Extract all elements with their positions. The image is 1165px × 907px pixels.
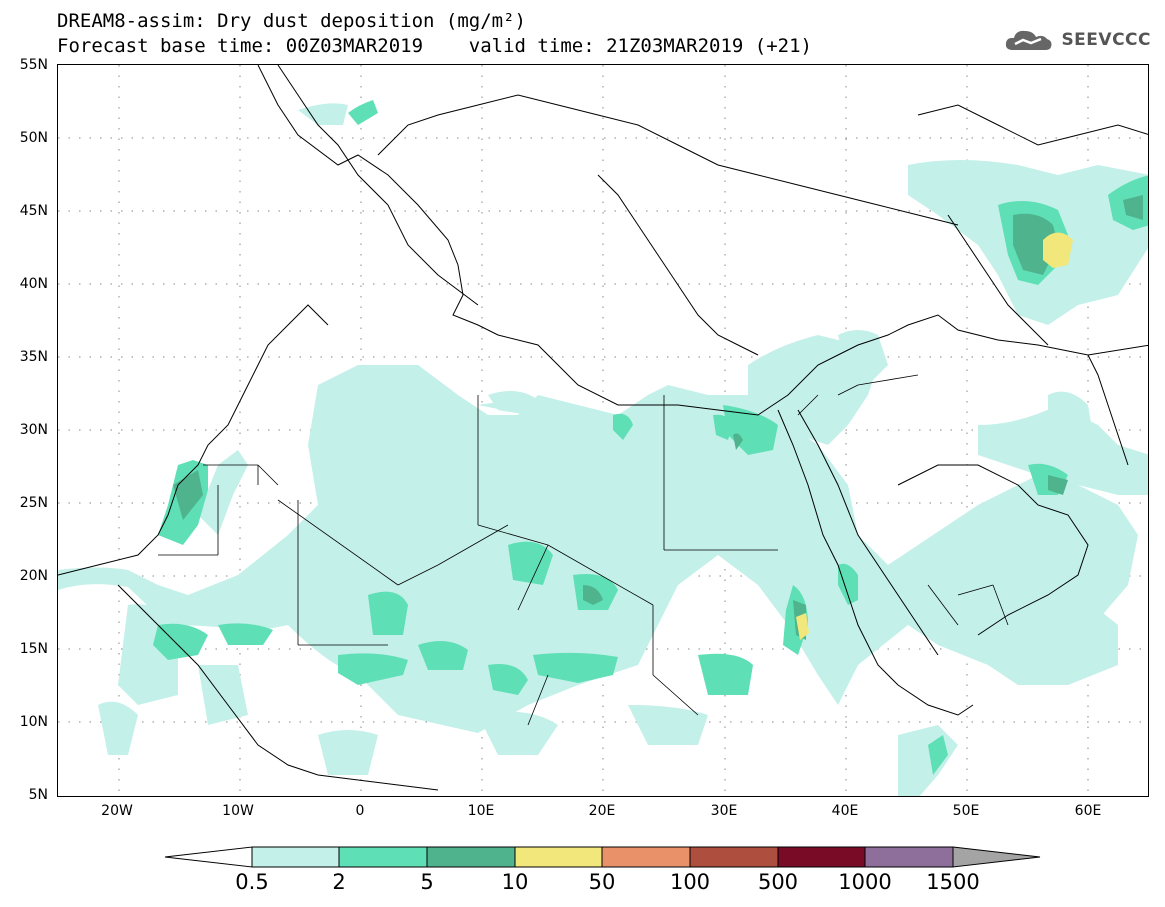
colorbar-over-triangle [952,846,1041,868]
colorbar-segment [777,846,866,868]
colorbar-label: 100 [669,870,711,894]
colorbar-segment [689,846,779,868]
seevccc-logo: SEEVCCC [1003,25,1151,55]
lat-label: 10N [19,714,48,730]
lat-label: 5N [28,787,48,803]
map-panel [57,64,1149,797]
lon-label: 20E [588,803,616,819]
lat-label: 15N [19,641,48,657]
colorbar-label: 500 [757,870,799,894]
deposition-level-10 [796,232,1073,640]
lat-label: 50N [19,130,48,146]
colorbar-label: 1500 [926,870,980,894]
legend-colorbar [160,840,1050,880]
lat-label: 45N [19,203,48,219]
colorbar-label: 1000 [838,870,892,894]
colorbar-segment [338,846,428,868]
lat-label: 35N [19,349,48,365]
colorbar-under-triangle [164,846,253,868]
chart-title: DREAM8-assim: Dry dust deposition (mg/m²… [57,10,526,32]
colorbar-label: 5 [420,870,434,894]
cloud-icon [1006,30,1052,50]
deposition-level-0.5 [58,103,1148,796]
lat-label: 55N [19,57,48,73]
lon-label: 40E [831,803,859,819]
lat-label: 20N [19,568,48,584]
lat-label: 30N [19,422,48,438]
logo-text: SEEVCCC [1061,30,1151,50]
colorbar-label: 2 [332,870,346,894]
lon-label: 10W [222,803,254,819]
colorbar-graphic [164,846,1041,868]
lon-label: 50E [952,803,980,819]
colorbar-segment [514,846,603,868]
lon-label: 60E [1074,803,1102,819]
colorbar-label: 0.5 [235,870,269,894]
lon-label: 10E [467,803,495,819]
lat-label: 40N [19,276,48,292]
borders [158,374,1009,726]
colorbar-label: 10 [501,870,529,894]
colorbar-segment [251,846,340,868]
colorbar-label: 50 [588,870,616,894]
lat-label: 25N [19,495,48,511]
lon-label: 20W [101,803,133,819]
map-canvas [58,65,1148,796]
colorbar-segment [601,846,691,868]
chart-subtitle: Forecast base time: 00Z03MAR2019 valid t… [57,35,812,57]
lon-label: 30E [710,803,738,819]
lon-label: 0 [355,803,365,819]
colorbar-segment [864,846,954,868]
colorbar-segment [426,846,516,868]
coastlines [58,65,1148,791]
